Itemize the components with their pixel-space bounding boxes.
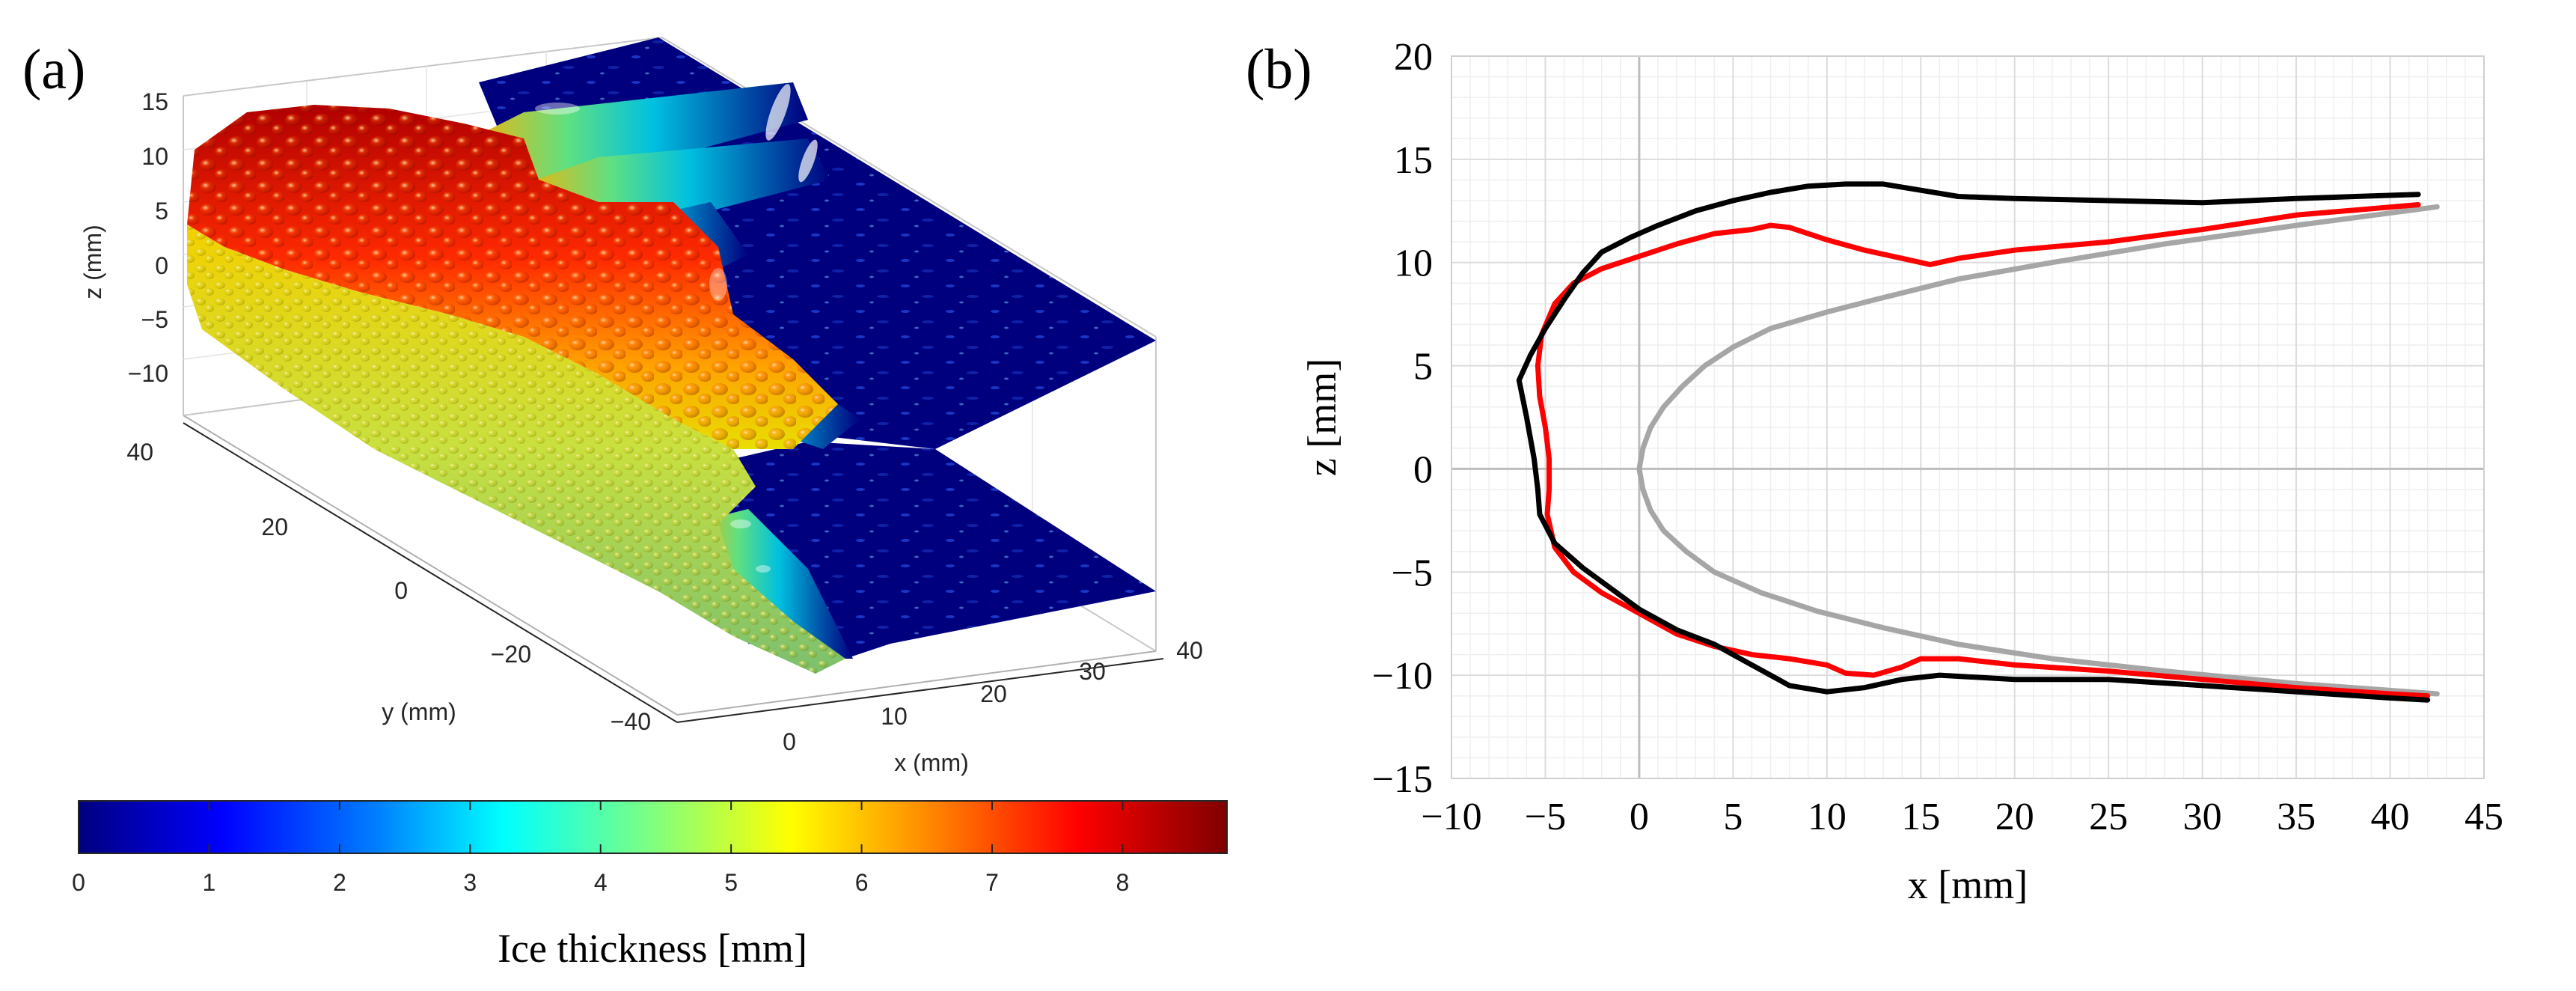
y-tick-label: 20 xyxy=(1394,36,1433,79)
ice-accretion-top-texture xyxy=(187,105,838,449)
z-tick-label: −5 xyxy=(141,306,168,333)
colorbar-tick-label: 0 xyxy=(72,869,85,896)
plot-frame xyxy=(1451,55,2485,779)
x-tick-label: 30 xyxy=(1079,658,1106,685)
x-tick-label: 25 xyxy=(2089,796,2128,838)
x-tick-label: 10 xyxy=(881,703,908,730)
x-tick-label: −5 xyxy=(1525,796,1566,838)
z-axis-label: z (mm) xyxy=(79,225,106,299)
x-tick-label: 15 xyxy=(1901,796,1940,838)
y-tick-label: 10 xyxy=(1394,243,1433,285)
colorbar-gradient xyxy=(78,800,1228,854)
y-axis-label: y (mm) xyxy=(382,698,456,725)
x-tick-label: 0 xyxy=(783,728,796,755)
ice-ridge-1 xyxy=(464,82,808,187)
y-tick-label: −20 xyxy=(491,641,531,668)
series-profile-red xyxy=(1535,202,2431,699)
surface-3d-plot: 15 10 5 0 −5 −10 z (mm) 40 20 0 −20 −40 … xyxy=(79,37,1203,776)
y-tick-label: 15 xyxy=(1394,139,1433,182)
x-axis: 0 10 20 30 40 x (mm) xyxy=(676,637,1203,776)
z-axis: 15 10 5 0 −5 −10 z (mm) xyxy=(79,88,168,387)
colorbar-tick-label: 3 xyxy=(463,869,477,896)
series-profile-black xyxy=(1516,181,2431,703)
x-tick-label: 5 xyxy=(1723,796,1743,838)
y-axis-label: z [mm] xyxy=(1300,359,1344,476)
x-tick-label: −10 xyxy=(1421,796,1481,838)
y-tick-label: 20 xyxy=(261,513,288,540)
colorbar-tick-label: 2 xyxy=(333,869,346,896)
y-tick-label: −10 xyxy=(1372,655,1433,698)
x-tick-label: 10 xyxy=(1808,796,1847,838)
y-tick-label: −15 xyxy=(1372,758,1433,801)
colorbar-tick-label: 7 xyxy=(985,869,999,896)
colorbar-ticks: 0 1 2 3 4 5 6 7 8 xyxy=(72,801,1129,896)
x-axis-label: x (mm) xyxy=(894,749,969,776)
panel-b: (b) −10 −5 0 5 10 15 20 25 30 35 40 45 20151050−5−1… xyxy=(1246,36,2503,907)
x-tick-label: 30 xyxy=(2183,796,2222,838)
z-tick-label: 5 xyxy=(155,198,168,225)
colorbar-tick-label: 1 xyxy=(203,869,216,896)
z-tick-label: −10 xyxy=(128,360,168,387)
ice-accretion-bottom-texture xyxy=(187,225,845,674)
y-tick-label: 5 xyxy=(1413,346,1433,388)
x-tick-label: 40 xyxy=(1176,637,1203,664)
z-tick-label: 15 xyxy=(141,88,168,115)
x-tick-label: 0 xyxy=(1630,796,1649,838)
colorbar-tick-label: 6 xyxy=(855,869,869,896)
minor-grid xyxy=(1451,55,2485,779)
x-tick-labels: −10 −5 0 5 10 15 20 25 30 35 40 45 xyxy=(1421,796,2503,838)
panel-a-label: (a) xyxy=(22,38,85,101)
y-tick-label: −5 xyxy=(1392,552,1433,594)
z-tick-label: 0 xyxy=(155,252,168,279)
specular-highlights xyxy=(535,84,818,573)
y-axis: 40 20 0 −20 −40 y (mm) xyxy=(126,422,678,735)
major-grid xyxy=(1451,55,2485,779)
colorbar-tick-label: 5 xyxy=(724,869,738,896)
colorbar-title: Ice thickness [mm] xyxy=(498,926,807,971)
x-tick-label: 40 xyxy=(2371,796,2410,838)
z-tick-label: 10 xyxy=(141,143,168,170)
y-tick-label: 40 xyxy=(126,439,153,466)
x-tick-label: 20 xyxy=(980,680,1007,707)
y-tick-label: 0 xyxy=(394,577,408,604)
series-lines xyxy=(1516,181,2440,703)
x-tick-label: 45 xyxy=(2465,796,2503,838)
profile-plot: −10 −5 0 5 10 15 20 25 30 35 40 45 20151050−5−10−15… xyxy=(1300,36,2503,907)
colorbar: 0 1 2 3 4 5 6 7 8 Ice thickness [mm] xyxy=(72,800,1228,971)
ice-lower-fade xyxy=(688,509,853,659)
y-tick-label: −40 xyxy=(611,708,651,735)
x-tick-label: 35 xyxy=(2277,796,2316,838)
zero-lines xyxy=(1451,56,2484,778)
y-tick-labels: 20 15 10 5 0 −5 −10 −15 xyxy=(1372,36,1433,801)
series-clean-airfoil xyxy=(1636,204,2440,697)
panel-a: (a) xyxy=(22,37,1228,971)
x-axis-label: x [mm] xyxy=(1908,862,2028,907)
colorbar-tick-label: 4 xyxy=(594,869,608,896)
y-tick-label: 0 xyxy=(1413,448,1433,491)
x-tick-label: 20 xyxy=(1995,796,2034,838)
colorbar-tick-label: 8 xyxy=(1116,869,1130,896)
panel-b-label: (b) xyxy=(1246,38,1312,101)
